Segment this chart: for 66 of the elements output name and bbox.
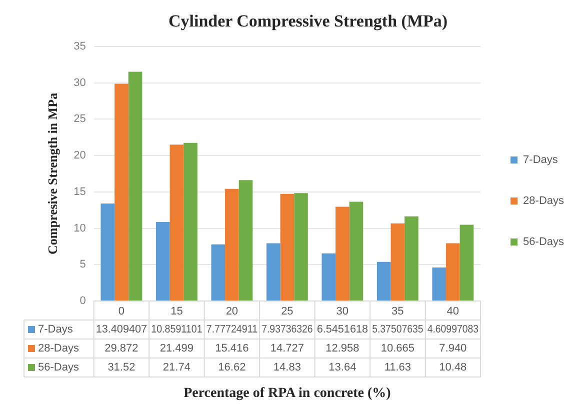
bar [170,144,184,300]
bar [114,84,128,300]
data-label: 16.62 [218,362,246,374]
data-label: 21.74 [162,362,190,374]
x-tick-label: 40 [446,306,460,318]
bar [266,243,280,300]
y-axis-title: Compresive Strength in MPa [45,92,60,255]
data-label: 5.37507635 [372,324,424,336]
bar [390,223,405,300]
bar [294,193,308,300]
y-tick-label: 15 [74,186,86,198]
x-tick-label: 30 [336,306,349,318]
x-tick-label: 25 [281,306,294,318]
y-tick-label: 20 [74,150,86,162]
data-label: 13.64 [328,362,356,374]
data-label: 7.77724911 [206,324,258,336]
bar [184,142,198,300]
bar [280,194,294,300]
data-label: 10.8591101 [151,324,202,336]
bar [128,72,142,300]
bar [432,267,446,300]
bar [156,222,170,300]
y-tick-label: 25 [74,113,86,126]
text: 56-Days [38,362,79,374]
chart-title: Cylinder Compressive Strength (MPa) [168,12,448,31]
data-label: 15.416 [215,342,249,355]
data-label: 10.665 [380,342,415,355]
x-tick-label: 0 [118,306,125,318]
legend-label: 56-Days [523,236,564,248]
data-label: 10.48 [439,362,467,374]
data-label: 11.63 [384,362,412,374]
y-tick-label: 0 [80,295,86,308]
text: 7-Days [523,154,558,166]
bar [349,202,364,300]
x-tick-label: 15 [170,306,183,318]
bar [376,262,391,300]
text: 28-Days [523,195,564,208]
bar [322,253,336,300]
bar [446,243,460,300]
legend-label: 28-Days [38,342,80,355]
y-tick-label: 35 [74,40,86,52]
data-label: 7.93736326 [262,324,314,336]
data-label: 4.60997083 [427,324,479,336]
x-tick-label: 35 [392,306,404,318]
bar [336,206,350,300]
y-tick-label: 30 [74,76,86,89]
bar [404,216,418,300]
data-label: 7.940 [439,342,467,355]
bar [211,244,226,300]
bar [100,203,115,300]
data-label: 13.409407 [96,323,148,336]
data-label: 14.83 [273,362,301,374]
x-axis-title: Percentage of RPA in concrete (%) [184,386,392,402]
data-label: 12.958 [326,342,360,355]
data-label: 31.52 [108,362,136,374]
data-label: 29.872 [104,342,138,355]
data-label: 21.499 [160,342,194,355]
data-label: 6.5451618 [316,323,368,336]
bar [238,180,253,300]
y-tick-label: 5 [80,258,86,271]
bar [225,188,239,300]
y-tick-label: 10 [74,222,86,234]
x-tick-label: 20 [226,306,238,318]
bar [460,224,474,300]
data-label: 14.727 [270,342,304,355]
legend-label: 7-Days [38,324,74,336]
